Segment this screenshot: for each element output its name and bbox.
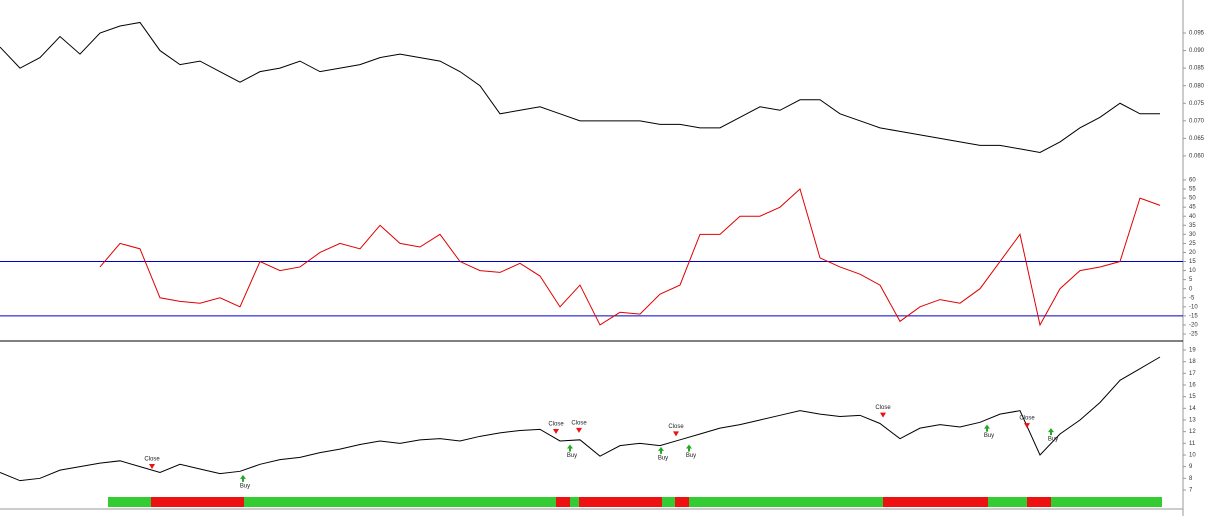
- y-tick-label: 40: [1189, 214, 1196, 220]
- signal-segment: [675, 497, 689, 507]
- close-marker: [673, 431, 679, 437]
- y-tick-label: 15: [1189, 394, 1196, 400]
- annotation-label: Close: [548, 422, 564, 428]
- y-tick-label: -20: [1189, 323, 1198, 329]
- y-tick-label: 9: [1189, 464, 1193, 470]
- price-line: [0, 356, 1161, 482]
- y-tick-label: 60: [1189, 178, 1196, 184]
- signal-segment: [662, 497, 675, 507]
- signal-segment: [988, 497, 1027, 507]
- buy-marker: [686, 444, 692, 452]
- annotation-label: Close: [668, 424, 684, 430]
- price-line: [99, 188, 1161, 327]
- annotation-label: Buy: [240, 483, 250, 489]
- close-marker: [576, 427, 582, 433]
- y-tick-label: 15: [1189, 259, 1196, 265]
- annotation-label: Buy: [984, 433, 994, 439]
- close-marker: [1024, 423, 1030, 429]
- y-tick-label: 10: [1189, 268, 1196, 274]
- annotation-label: Buy: [1048, 437, 1058, 443]
- y-tick-label: 35: [1189, 223, 1196, 229]
- y-tick-label: -25: [1189, 332, 1198, 338]
- y-tick-label: -10: [1189, 304, 1198, 310]
- y-tick-label: 13: [1189, 418, 1196, 424]
- y-tick-label: 55: [1189, 187, 1196, 193]
- signal-segment: [1051, 497, 1162, 507]
- y-tick-label: -15: [1189, 313, 1198, 319]
- buy-marker: [240, 474, 246, 482]
- signal-segment: [579, 497, 662, 507]
- signal-segment: [151, 497, 244, 507]
- y-tick-label: 0.070: [1189, 118, 1205, 124]
- annotation-label: Close: [571, 420, 587, 426]
- annotation-label: Close: [144, 457, 160, 463]
- y-tick-label: 0.075: [1189, 101, 1205, 107]
- y-tick-label: 0.085: [1189, 66, 1205, 72]
- y-tick-label: -5: [1189, 295, 1195, 301]
- y-tick-label: 18: [1189, 359, 1196, 365]
- annotation-label: Buy: [658, 455, 668, 461]
- y-tick-label: 45: [1189, 205, 1196, 211]
- annotation-label: Buy: [686, 453, 696, 459]
- close-marker: [149, 463, 155, 469]
- signal-segment: [1027, 497, 1051, 507]
- buy-marker: [567, 444, 573, 452]
- y-tick-label: 0.090: [1189, 48, 1205, 54]
- y-tick-label: 17: [1189, 371, 1196, 377]
- y-tick-label: 50: [1189, 196, 1196, 202]
- buy-marker: [1048, 428, 1054, 436]
- y-tick-label: 14: [1189, 406, 1196, 412]
- signal-segment: [108, 497, 151, 507]
- signal-segment: [556, 497, 570, 507]
- y-tick-label: 5: [1189, 277, 1193, 283]
- y-tick-label: 0.095: [1189, 31, 1205, 37]
- buy-marker: [658, 446, 664, 454]
- y-tick-label: 10: [1189, 453, 1196, 459]
- signal-segment: [570, 497, 579, 507]
- annotation-label: Buy: [567, 453, 577, 459]
- y-tick-label: 8: [1189, 476, 1193, 482]
- signal-segment: [883, 497, 988, 507]
- y-tick-label: 30: [1189, 232, 1196, 238]
- y-tick-label: 0: [1189, 286, 1193, 292]
- y-tick-label: 12: [1189, 429, 1196, 435]
- y-tick-label: 0.060: [1189, 154, 1205, 160]
- close-marker: [880, 412, 886, 418]
- y-tick-label: 0.080: [1189, 83, 1205, 89]
- y-tick-label: 25: [1189, 241, 1196, 247]
- y-tick-label: 16: [1189, 383, 1196, 389]
- price-line: [0, 21, 1160, 153]
- annotation-label: Close: [1019, 416, 1035, 422]
- signal-segment: [244, 497, 556, 507]
- y-tick-label: 20: [1189, 250, 1196, 256]
- y-tick-label: 11: [1189, 441, 1196, 447]
- y-tick-label: 19: [1189, 348, 1196, 354]
- buy-marker: [984, 424, 990, 432]
- y-tick-label: 0.065: [1189, 136, 1205, 142]
- signal-segment: [689, 497, 883, 507]
- close-marker: [553, 428, 559, 434]
- annotation-label: Close: [875, 405, 891, 411]
- y-tick-label: 7: [1189, 488, 1193, 494]
